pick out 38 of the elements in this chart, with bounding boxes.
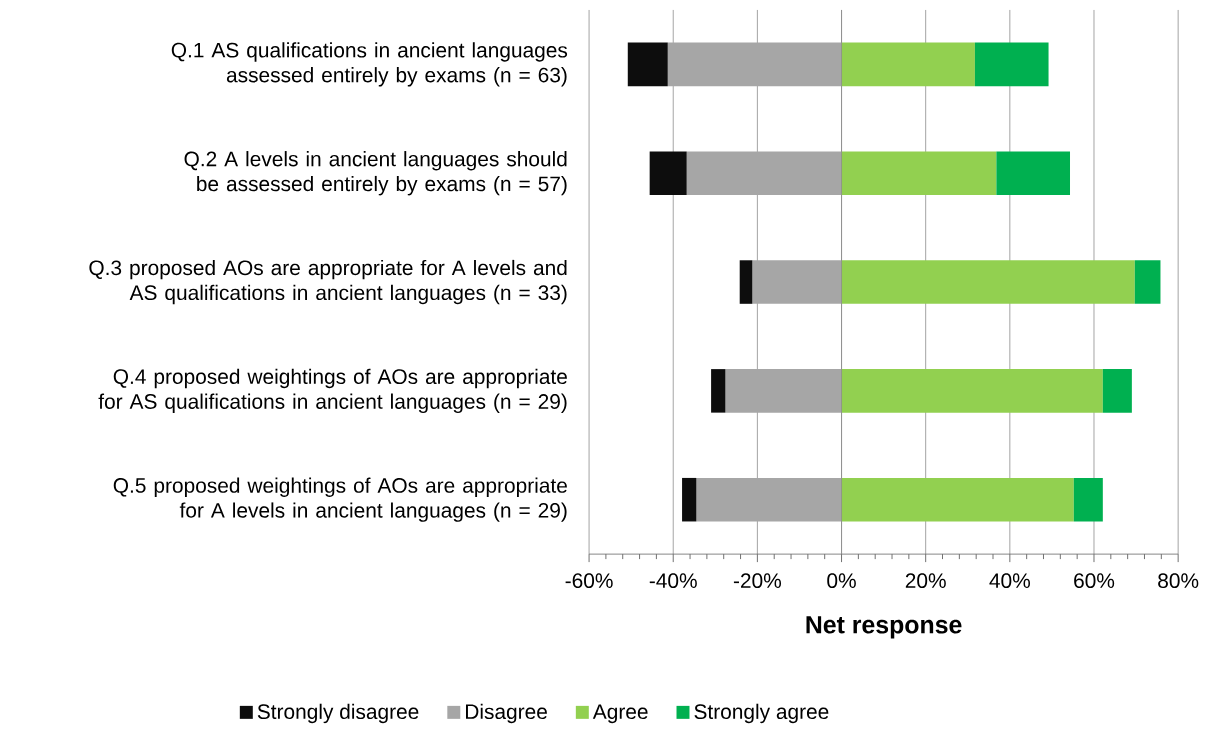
legend-label: Strongly agree: [694, 703, 829, 724]
x-tick-label: 0%: [827, 573, 856, 589]
x-tick-label: -20%: [733, 573, 782, 589]
bar: [841, 369, 1103, 413]
x-tick-label: -40%: [649, 573, 697, 589]
bar: [841, 260, 1135, 304]
bar: [649, 151, 687, 196]
x-axis-title: Net response: [806, 616, 962, 639]
bar: [752, 260, 842, 304]
bar: [686, 151, 842, 196]
x-tick-label: 80%: [1158, 573, 1199, 589]
bar: [711, 369, 726, 413]
y-tick-label: Q.4 proposed weightings of AOs are appropriate for AS qualifications in ancient languages (n = 29): [98, 368, 567, 414]
bar: [627, 42, 668, 87]
y-tick-label: Q.5 proposed weightings of AOs are appropriate for A levels in ancient languages (n = 29): [113, 477, 567, 522]
bar: [1073, 478, 1103, 522]
x-tick-label: -60%: [565, 573, 613, 589]
y-tick-label: Q.3 proposed AOs are appropriate for A levels and AS qualifications in ancient languages (n = 33): [89, 259, 567, 305]
bar: [725, 369, 842, 413]
bar: [841, 478, 1074, 522]
x-tick-label: 40%: [989, 573, 1030, 589]
bar: [682, 478, 697, 522]
bar: [739, 260, 753, 304]
bar: [841, 42, 975, 87]
bar: [1134, 260, 1161, 304]
bar: [996, 151, 1071, 196]
bar: [667, 42, 842, 87]
legend-label: Agree: [592, 704, 648, 724]
x-tick-label: 60%: [1074, 573, 1115, 589]
bar: [696, 478, 842, 522]
bar: [841, 151, 997, 196]
bar: [974, 42, 1049, 87]
y-tick-label: Q.2 A levels in ancient languages should be assessed entirely by exams (n = 57): [184, 151, 567, 196]
bar: [1102, 369, 1132, 413]
legend-label: Strongly disagree: [257, 703, 419, 724]
y-tick-label: Q.1 AS qualifications in ancient languages assessed entirely by exams (n = 63): [171, 42, 568, 87]
x-tick-label: 20%: [905, 573, 946, 589]
legend-label: Disagree: [466, 703, 547, 724]
